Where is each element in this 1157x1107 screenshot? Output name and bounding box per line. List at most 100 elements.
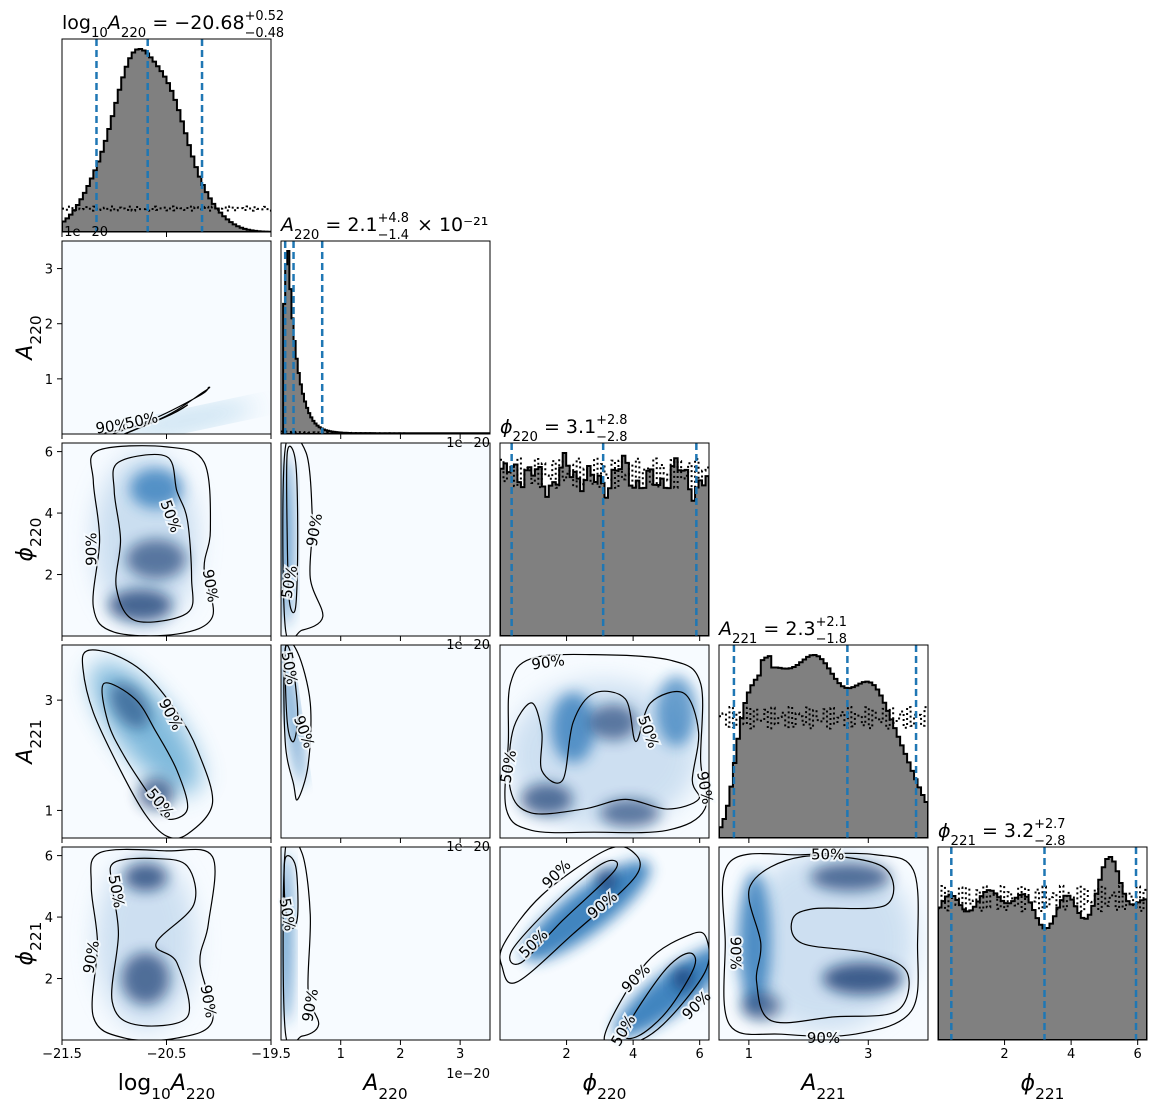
x-tick-label: 4 [1067,1047,1075,1062]
x-tick-label: 1 [337,1047,345,1062]
panel-frame-3-2 [499,644,710,839]
contour-50 [284,645,299,743]
frame-layer [57,38,1148,1045]
x-axis-label-A221: A221 [799,1071,845,1103]
y-axis-label-phi220: ϕ220 [13,518,45,562]
y-tick-label: 3 [45,263,53,278]
contour-90 [504,653,708,834]
contour-50 [283,855,299,929]
contour-50 [748,855,910,1024]
density-blob [520,783,573,816]
density-blob [551,692,596,763]
y-tick-label: 6 [45,446,53,461]
title-A220: A220 = 2.1+4.8 −1.4 × 10⁻²¹ [279,211,488,243]
density-bg [281,443,490,636]
contour-50 [112,453,194,623]
density-blob [656,676,697,747]
density-blob [522,860,651,962]
contour-label: 90% [727,936,745,969]
y-tick-label: 2 [45,318,53,333]
contour-50 [509,859,619,965]
density-bg [62,241,271,434]
x-axis-label-phi221: ϕ221 [1021,1071,1065,1103]
x-tick-label: 2 [562,1047,570,1062]
density-blob [121,952,170,1005]
density-blob [822,962,903,995]
contour-90 [90,445,215,636]
offset-label-A220: 1e−20 [446,840,490,855]
panel-frame-2-2 [499,442,710,637]
x-tick-label: 1 [745,1047,753,1062]
density-blob [95,853,196,1030]
title-A221: A221 = 2.3+2.1 −1.8 [717,615,847,647]
density-blob [123,863,168,892]
density-logA220-phi221 [62,847,271,1040]
x-tick-label: 3 [456,1047,464,1062]
text-layer: 1 2 3 2 4 6 1 3 −21.5 −20.5 −19.5 2 4 6 1 2 3 2 4 6 1 3 2 4 6 1e−… [13,9,1142,1103]
density-blob [130,468,183,509]
contour-90 [81,649,214,838]
x-axis-label-A220: A220 [361,1071,407,1103]
contour-50 [285,445,299,614]
density-bg [281,847,490,1040]
density-phi220-phi221 [500,847,709,1040]
contour-50 [122,404,189,434]
y-axis-label-A221: A221 [13,719,45,765]
y-tick-label: 6 [45,850,53,865]
density-logA220-A221 [62,645,271,838]
panel-frame-4-1 [280,846,491,1041]
histogram-layer [62,39,1147,1040]
x-axis-label-phi220: ϕ220 [583,1071,627,1103]
x-tick-label: 4 [629,1047,637,1062]
density-blob [810,863,891,892]
contour-50 [623,952,697,1040]
x-axis-label-logA220: log10A220 [118,1071,216,1103]
title-phi220: ϕ220 = 3.1+2.8 −2.8 [500,413,628,445]
density-blob [673,966,694,991]
density-phi220-A221 [500,645,709,838]
x-tick-label: 2 [1000,1047,1008,1062]
prior-hist-A220 [281,430,490,434]
density-bg [281,645,490,838]
density-blob [138,777,175,810]
density-blob [738,871,771,1012]
density-blob [281,645,304,786]
contour-label: 90% [807,1029,840,1047]
density-blob [108,589,173,622]
contour-90 [603,931,709,1040]
density-blob [126,539,187,580]
panel-frame-4-2 [499,846,710,1041]
density-logA220-A220 [62,241,271,434]
contour-90 [721,852,919,1037]
contour-90 [282,443,324,636]
contour-90 [282,847,320,1040]
contour-50 [101,682,189,820]
x-tick-label: −20.5 [147,1047,187,1062]
panel-frame-3-1 [280,644,491,839]
offset-label-A220: 1e−20 [446,638,490,653]
density-blob [614,944,709,1038]
posterior-hist-phi221 [938,856,1147,1040]
x-tick-label: 6 [1134,1047,1142,1062]
x-tick-label: 2 [396,1047,404,1062]
posterior-hist-phi220 [500,452,709,636]
density-A220-A221 [281,645,490,838]
y-tick-label: 3 [45,694,53,709]
density-blob [281,853,292,1024]
y-tick-label: 1 [45,373,53,388]
contour-label: 90% [303,512,327,548]
panel-frame-2-1 [280,442,491,637]
panel-frame-4-3 [718,846,929,1041]
x-tick-label: 3 [864,1047,872,1062]
density-blob [599,799,660,828]
contour-90 [283,645,312,801]
y-axis-label-A220: A220 [13,315,45,361]
y-tick-label: 2 [45,569,53,584]
offset-label-A220: 1e−20 [446,1067,490,1082]
offset-label-logA220: 1e−20 [64,225,108,240]
panel-frame-4-4 [937,846,1148,1041]
posterior-hist-logA220 [62,48,271,232]
density-logA220-phi220 [62,443,271,636]
posterior-hist-A221 [719,654,928,838]
